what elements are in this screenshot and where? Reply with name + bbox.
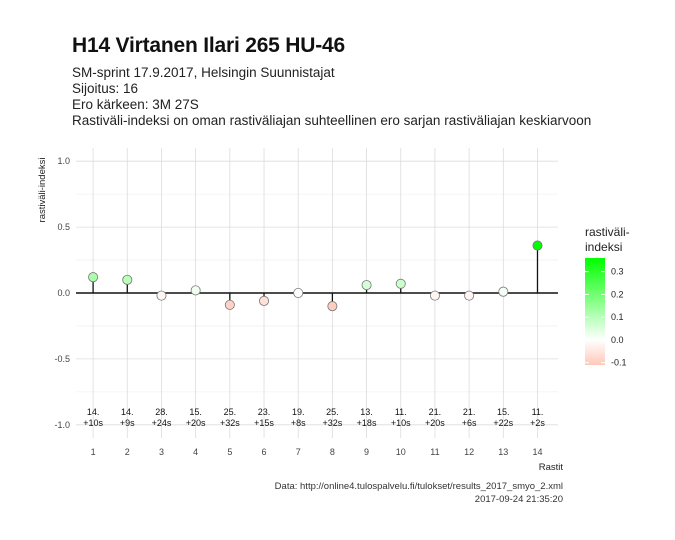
data-point bbox=[122, 274, 133, 285]
data-point bbox=[293, 287, 304, 298]
rank-label: 23. bbox=[258, 407, 271, 417]
data-point bbox=[361, 280, 372, 291]
legend-tick-label: -0.1 bbox=[611, 358, 627, 368]
time-diff-label: +18s bbox=[357, 418, 377, 428]
chart-title: H14 Virtanen Ilari 265 HU-46 bbox=[72, 34, 345, 57]
rank-label: 13. bbox=[360, 407, 373, 417]
data-point bbox=[498, 286, 509, 297]
time-diff-label: +6s bbox=[462, 418, 477, 428]
time-diff-label: +10s bbox=[391, 418, 411, 428]
y-tick-label: 0.5 bbox=[57, 222, 70, 232]
x-tick-label: 6 bbox=[262, 447, 267, 457]
time-diff-label: +15s bbox=[254, 418, 274, 428]
rank-label: 25. bbox=[224, 407, 237, 417]
rank-label: 25. bbox=[326, 407, 339, 417]
x-tick-label: 8 bbox=[330, 447, 335, 457]
x-tick-label: 7 bbox=[296, 447, 301, 457]
x-tick-label: 13 bbox=[498, 447, 508, 457]
rank-label: 15. bbox=[497, 407, 510, 417]
time-diff-label: +22s bbox=[493, 418, 513, 428]
subtitle-placement: Sijoitus: 16 bbox=[72, 81, 139, 96]
axes: 1.00.50.0-0.5-1.01 2 3 4 5 6 7 8 9 10 11 12 13 14Rast… bbox=[37, 156, 563, 473]
rank-label: 11. bbox=[532, 407, 544, 417]
rank-label: 19. bbox=[292, 407, 305, 417]
time-diff-label: +8s bbox=[291, 418, 306, 428]
x-tick-label: 14 bbox=[532, 447, 542, 457]
rank-label: 21. bbox=[429, 407, 442, 417]
x-tick-label: 9 bbox=[364, 447, 369, 457]
x-tick-label: 1 bbox=[91, 447, 96, 457]
x-tick-label: 3 bbox=[159, 447, 164, 457]
legend-tick-label: 0.3 bbox=[611, 267, 624, 277]
subtitle-competition: SM-sprint 17.9.2017, Helsingin Suunnista… bbox=[72, 65, 335, 80]
data-point bbox=[224, 299, 235, 310]
x-tick-label: 11 bbox=[430, 447, 439, 457]
x-tick-label: 5 bbox=[227, 447, 232, 457]
legend-tick-label: 0.0 bbox=[611, 335, 624, 345]
rank-label: 28. bbox=[155, 407, 168, 417]
legend-colorbar bbox=[585, 258, 605, 365]
data-point bbox=[464, 290, 475, 301]
data-point bbox=[395, 278, 406, 289]
annotations: 14.+10s14.+9s28.+24s15.+20s25.+32s23.+15… bbox=[83, 407, 545, 428]
subtitle-description: Rastiväli-indeksi on oman rastiväliajan … bbox=[72, 113, 592, 128]
data-marks bbox=[88, 240, 543, 312]
time-diff-label: +20s bbox=[425, 418, 445, 428]
data-point bbox=[327, 301, 338, 312]
legend-tick-label: 0.2 bbox=[611, 289, 624, 299]
legend-title-line1: rastiväli- bbox=[585, 225, 630, 239]
time-diff-label: +32s bbox=[322, 418, 342, 428]
rank-label: 11. bbox=[395, 407, 407, 417]
data-point bbox=[259, 295, 270, 306]
time-diff-label: +20s bbox=[186, 418, 206, 428]
time-diff-label: +32s bbox=[220, 418, 240, 428]
data-point bbox=[532, 240, 543, 251]
time-diff-label: +24s bbox=[152, 418, 172, 428]
data-point bbox=[190, 285, 201, 296]
rank-label: 21. bbox=[463, 407, 476, 417]
timestamp: 2017-09-24 21:35:20 bbox=[474, 494, 563, 505]
legend: rastiväli-indeksi 0.3 0.2 0.1 0.0 -0.1 bbox=[585, 225, 630, 368]
rank-label: 14. bbox=[87, 407, 100, 417]
y-tick-label: -0.5 bbox=[54, 354, 70, 364]
x-tick-label: 10 bbox=[396, 447, 406, 457]
legend-title-line2: indeksi bbox=[585, 240, 622, 254]
x-tick-label: 12 bbox=[464, 447, 474, 457]
y-tick-label: 0.0 bbox=[57, 288, 70, 298]
time-diff-label: +2s bbox=[530, 418, 545, 428]
y-axis-title: rastiväli-indeksi bbox=[37, 158, 48, 223]
x-tick-label: 4 bbox=[193, 447, 198, 457]
x-axis-title: Rastit bbox=[539, 462, 564, 473]
legend-tick-label: 0.1 bbox=[611, 312, 624, 322]
data-source: Data: http://online4.tulospalvelu.fi/tul… bbox=[274, 481, 563, 492]
x-tick-label: 2 bbox=[125, 447, 130, 457]
data-point bbox=[156, 290, 167, 301]
y-tick-label: -1.0 bbox=[54, 420, 70, 430]
data-point bbox=[429, 290, 440, 301]
subtitle-gap: Ero kärkeen: 3M 27S bbox=[72, 97, 199, 112]
time-diff-label: +10s bbox=[83, 418, 103, 428]
data-point bbox=[88, 272, 99, 283]
rank-label: 14. bbox=[121, 407, 134, 417]
rank-label: 15. bbox=[189, 407, 202, 417]
time-diff-label: +9s bbox=[120, 418, 135, 428]
y-tick-label: 1.0 bbox=[57, 156, 70, 166]
